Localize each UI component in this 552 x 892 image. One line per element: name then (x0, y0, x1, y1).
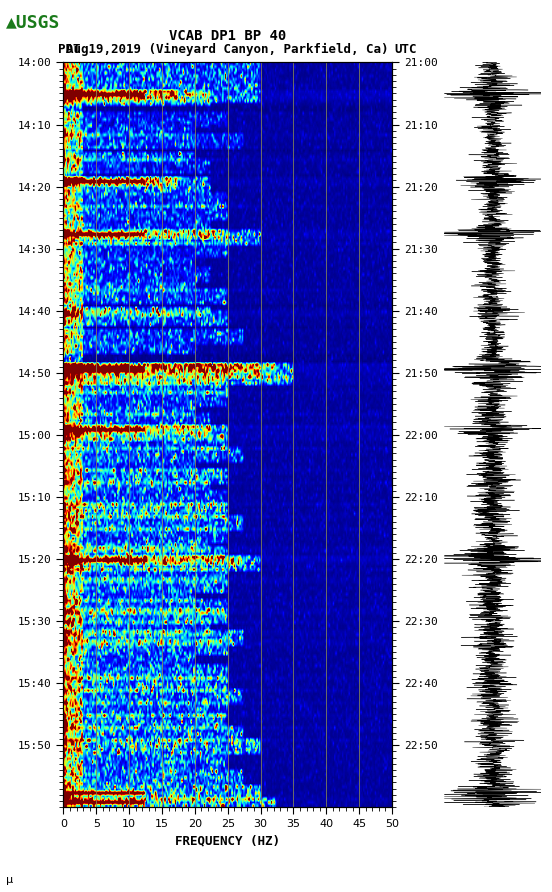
Text: Aug19,2019 (Vineyard Canyon, Parkfield, Ca): Aug19,2019 (Vineyard Canyon, Parkfield, … (66, 43, 389, 56)
Text: ▲USGS: ▲USGS (6, 13, 60, 31)
Text: UTC: UTC (395, 43, 417, 56)
Text: VCAB DP1 BP 40: VCAB DP1 BP 40 (169, 29, 286, 43)
Text: PDT: PDT (58, 43, 81, 56)
Text: μ: μ (6, 875, 13, 885)
X-axis label: FREQUENCY (HZ): FREQUENCY (HZ) (175, 835, 280, 847)
